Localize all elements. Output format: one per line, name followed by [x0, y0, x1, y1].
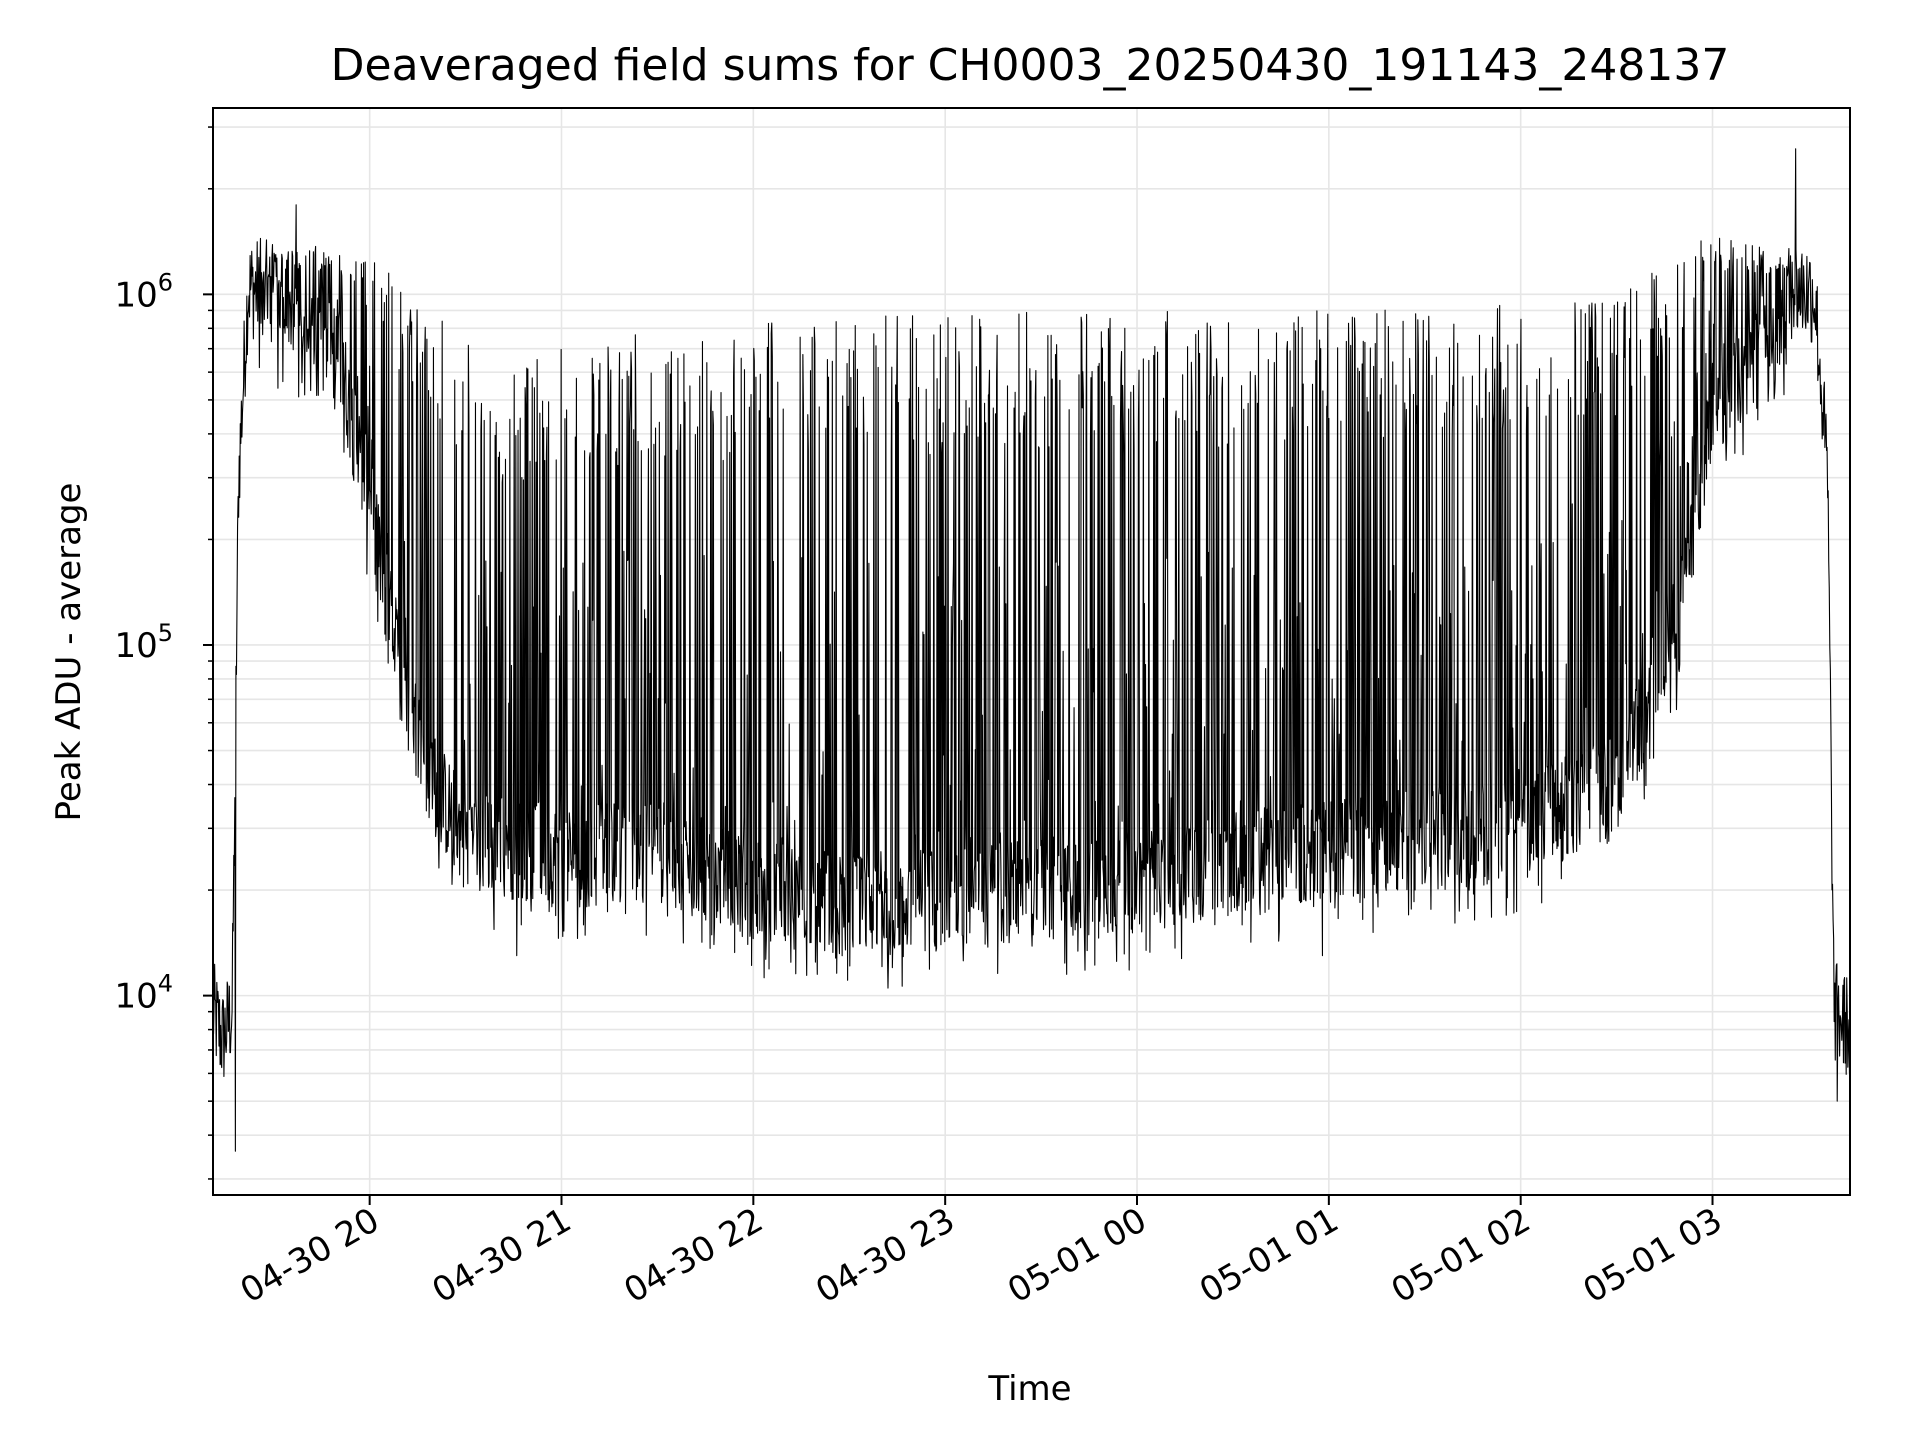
plot-frame — [212, 107, 1851, 1196]
series-line — [212, 148, 1851, 1152]
y-tick-label: 105 — [114, 619, 173, 666]
y-axis-label: Peak ADU - average — [49, 483, 89, 822]
x-axis-label: Time — [987, 1369, 1071, 1409]
chart-title: Deaveraged field sums for CH0003_2025043… — [331, 40, 1730, 91]
data-layer — [212, 148, 1851, 1152]
y-tick-label: 104 — [114, 970, 173, 1017]
y-tick-label: 106 — [114, 268, 173, 315]
